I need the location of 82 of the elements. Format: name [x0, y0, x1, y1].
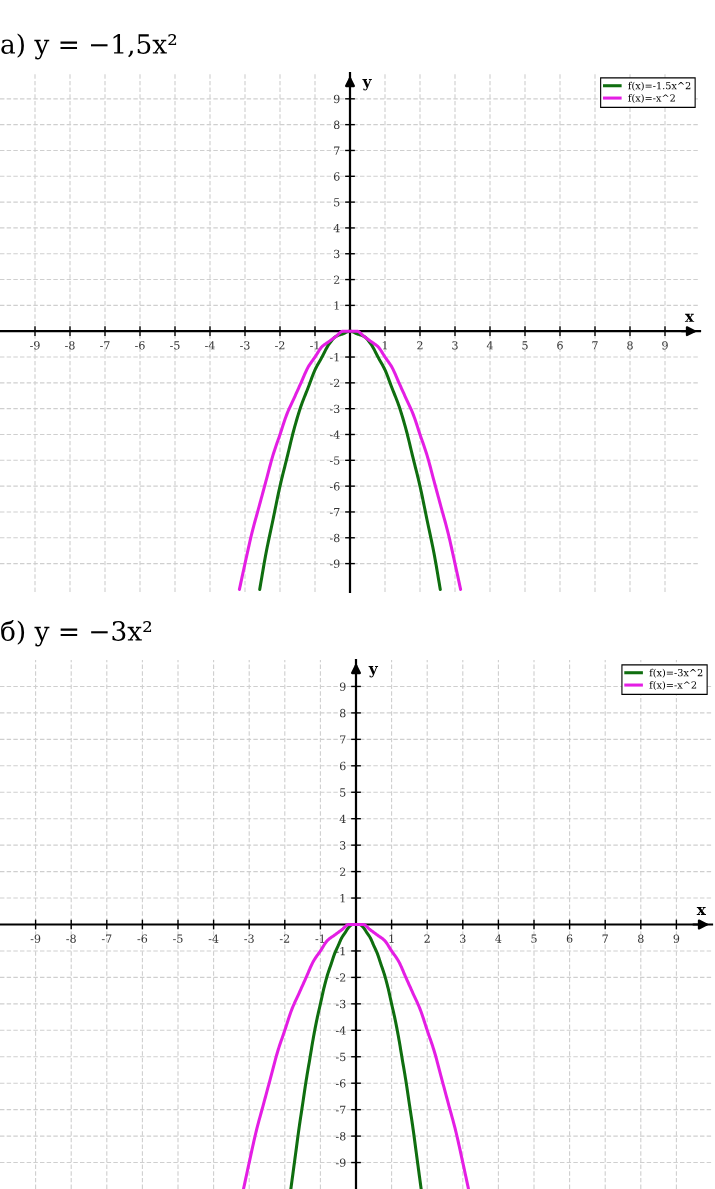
- y-tick-label: -1: [329, 353, 339, 362]
- x-tick-label: 6: [566, 934, 573, 943]
- y-tick-label: -5: [335, 1052, 346, 1062]
- y-tick-label: -1: [335, 946, 345, 956]
- x-tick-label: -9: [30, 341, 40, 350]
- y-tick-label: -6: [335, 1079, 346, 1088]
- y-tick-label: 2: [339, 867, 346, 876]
- legend-label: f(x)=-x^2: [628, 94, 675, 103]
- x-tick-label: -7: [100, 341, 110, 350]
- x-tick-label: -6: [135, 341, 145, 350]
- chart-title: б) y = −3x²: [1, 620, 152, 647]
- y-tick-label: 9: [339, 682, 346, 691]
- y-tick-label: -8: [329, 533, 340, 543]
- x-tick-label: -4: [205, 341, 215, 350]
- y-tick-label: -8: [335, 1132, 346, 1141]
- x-tick-label: -7: [101, 934, 112, 943]
- y-tick-label: -2: [329, 378, 340, 388]
- y-tick-label: 5: [334, 198, 340, 207]
- x-tick-label: 2: [417, 341, 423, 350]
- x-tick-label: -6: [137, 934, 148, 943]
- y-tick-label: -2: [335, 973, 346, 982]
- y-tick-label: -7: [335, 1105, 346, 1114]
- y-tick-label: -7: [329, 508, 340, 517]
- x-tick-label: 1: [382, 341, 387, 350]
- x-tick-label: 3: [460, 934, 466, 943]
- x-tick-label: -3: [244, 934, 254, 943]
- chart-title: а) y = −1,5x²: [1, 33, 177, 60]
- y-tick-label: -6: [329, 482, 340, 491]
- x-tick-label: -2: [275, 341, 285, 350]
- y-tick-label: 5: [340, 788, 346, 797]
- y-tick-label: 8: [333, 120, 340, 130]
- x-tick-label: 8: [627, 341, 633, 350]
- legend-label: f(x)=-3x^2: [649, 668, 703, 678]
- y-tick-label: 2: [333, 275, 340, 284]
- x-axis-title: x: [684, 313, 695, 322]
- y-tick-label: 6: [339, 761, 346, 771]
- x-tick-label: -2: [279, 934, 290, 943]
- y-tick-label: 7: [340, 735, 346, 744]
- x-tick-label: 9: [673, 934, 680, 943]
- x-tick-label: 2: [424, 934, 430, 943]
- y-tick-label: -9: [329, 559, 340, 568]
- x-tick-label: 4: [486, 341, 493, 350]
- y-tick-label: 7: [334, 146, 340, 155]
- legend-label: f(x)=-1.5x^2: [628, 81, 691, 91]
- x-tick-label: -9: [30, 934, 41, 943]
- y-tick-label: 1: [334, 301, 339, 310]
- x-tick-label: 1: [389, 934, 394, 943]
- x-tick-label: -8: [65, 341, 75, 350]
- y-tick-label: 9: [333, 94, 340, 104]
- y-tick-label: -4: [335, 1026, 346, 1035]
- y-axis-title: y: [368, 666, 379, 678]
- x-tick-label: -3: [240, 341, 250, 350]
- y-tick-label: 4: [339, 814, 346, 823]
- x-axis-title: x: [696, 907, 706, 915]
- y-axis-title: y: [362, 79, 372, 91]
- x-tick-label: 5: [522, 341, 528, 350]
- y-tick-label: -3: [329, 404, 340, 414]
- x-tick-label: 7: [592, 341, 598, 350]
- legend-label: f(x)=-x^2: [649, 681, 697, 690]
- x-tick-label: -8: [66, 934, 76, 943]
- x-tick-label: -1: [315, 934, 325, 943]
- x-tick-label: 5: [531, 934, 537, 943]
- x-tick-label: -5: [170, 341, 180, 350]
- y-tick-label: 8: [339, 708, 346, 718]
- y-tick-label: 4: [333, 223, 340, 233]
- x-tick-label: -4: [208, 934, 219, 943]
- x-tick-label: -5: [173, 934, 183, 943]
- y-tick-label: -9: [335, 1158, 346, 1167]
- x-tick-label: 7: [602, 934, 608, 943]
- y-tick-label: 3: [334, 249, 340, 259]
- x-tick-label: 4: [495, 934, 502, 943]
- x-tick-label: 3: [452, 341, 458, 350]
- y-tick-label: 6: [333, 172, 340, 181]
- x-tick-label: 8: [638, 934, 644, 943]
- y-tick-label: -4: [329, 430, 340, 439]
- x-tick-label: 6: [557, 341, 563, 350]
- y-tick-label: -3: [335, 999, 346, 1009]
- y-tick-label: 1: [340, 894, 345, 903]
- y-tick-label: -5: [329, 456, 340, 465]
- x-tick-label: -1: [310, 341, 319, 350]
- y-tick-label: 3: [340, 841, 346, 850]
- x-tick-label: 9: [662, 341, 668, 350]
